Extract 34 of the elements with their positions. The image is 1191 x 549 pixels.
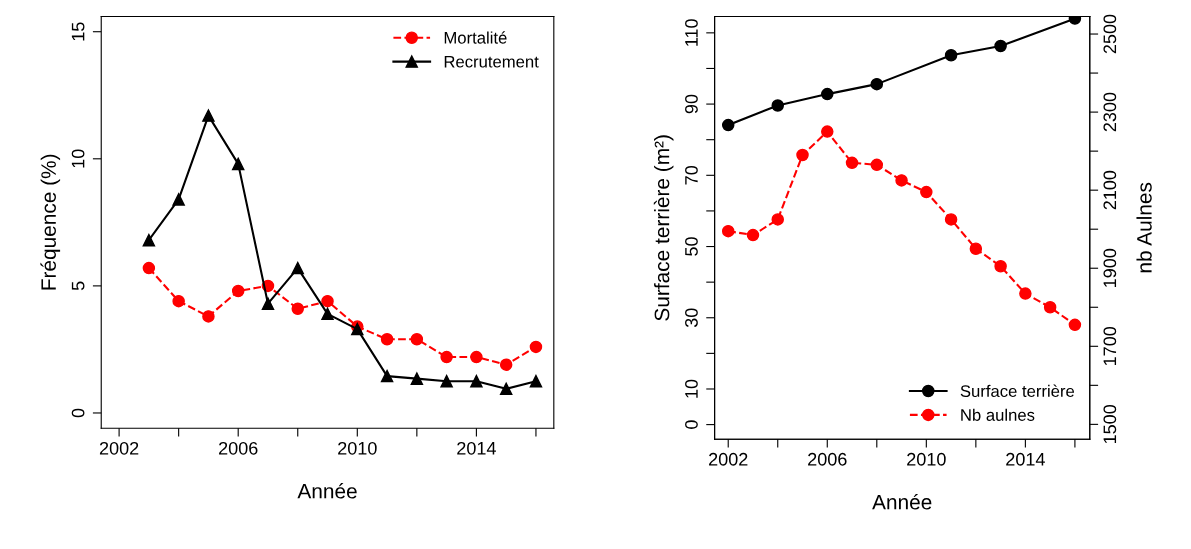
y-tick-label: 30 [685,308,698,328]
x-tick-label: 2014 [1006,452,1045,466]
y2-tick-label: 2300 [1103,92,1117,132]
y-tick-label: 5 [71,281,85,291]
y-tick-label: 90 [685,94,698,114]
y2-tick-label: 2100 [1103,170,1117,210]
legend-label: Recrutement [444,55,539,68]
y-tick-label: 15 [71,22,85,41]
x-tick-label: 2006 [219,441,258,455]
y-tick-label: 0 [685,420,698,429]
legend-label: Surface terrière [960,384,1075,398]
x-tick-label: 2010 [907,452,946,466]
y2-tick-label: 1900 [1103,248,1117,287]
x-axis-title: Année [872,493,932,510]
y2-axis-title: nb Aulnes [1136,182,1152,273]
x-tick-label: 2010 [338,441,377,455]
y2-tick-label: 1700 [1103,326,1117,366]
y2-tick-label: 1500 [1103,404,1117,444]
x-tick-label: 2006 [808,452,847,466]
y-tick-label: 10 [685,379,698,398]
y-tick-label: 50 [685,237,698,256]
y-tick-label: 110 [685,19,698,46]
y-tick-label: 70 [685,165,698,185]
x-axis-title: Année [297,483,357,499]
y-axis-title: Fréquence (%) [40,154,61,290]
y2-tick-label: 2500 [1103,14,1117,54]
legend-label: Nb aulnes [961,408,1035,421]
y-tick-label: 0 [71,408,85,418]
y-tick-label: 10 [71,149,85,168]
legend-label: Mortalité [444,31,507,44]
x-tick-label: 2014 [457,441,496,455]
x-tick-label: 2002 [709,452,748,466]
y-axis-title: Surface terrière (m²) [653,135,674,321]
x-tick-label: 2002 [99,441,139,455]
